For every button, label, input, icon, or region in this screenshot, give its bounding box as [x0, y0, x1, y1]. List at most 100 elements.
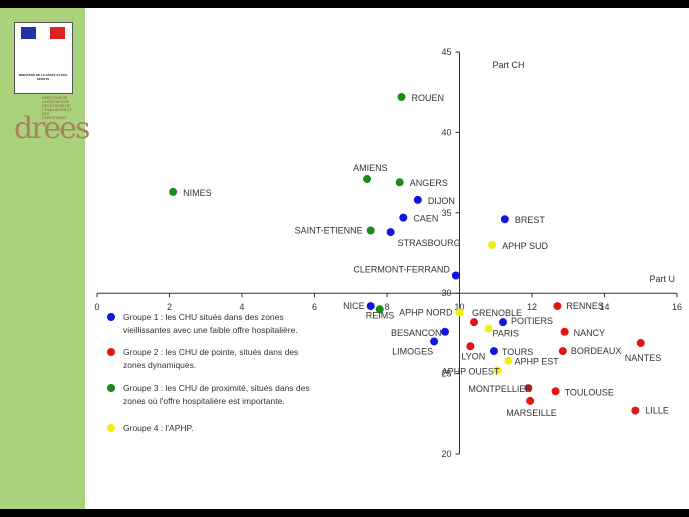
point-label: APHP OUEST [442, 366, 500, 376]
point-label: SAINT-ETIENNE [295, 225, 363, 235]
point-label: RENNES [566, 301, 604, 311]
point-saint-etienne [366, 226, 375, 235]
scatter-chart: 0 2 4 6 8 10 12 14 16 20 25 30 35 40 45 Part U Part CH R… [94, 47, 682, 459]
flag-icon [21, 27, 66, 39]
y-tick-label: 45 [441, 47, 451, 57]
x-tick-label: 6 [312, 302, 317, 312]
sidebar: MINISTÈRE DE LA SANTÉ ET DES SPORTS DIRE… [0, 8, 90, 509]
x-tick-label: 4 [239, 302, 244, 312]
point-strasbourg [386, 228, 395, 237]
point-label: APHP EST [514, 357, 559, 367]
point-brest [500, 215, 509, 224]
point-bordeaux [558, 347, 567, 356]
legend-marker-groupe3 [107, 384, 115, 392]
x-tick-label: 10 [454, 302, 464, 312]
y-tick-label: 35 [441, 208, 451, 218]
x-tick-label: 0 [94, 302, 99, 312]
point-label: CAEN [413, 214, 438, 224]
tick-labels: 0 2 4 6 8 10 12 14 16 20 25 30 35 40 45 Part U Part CH [94, 47, 682, 459]
point-label: BREST [515, 215, 546, 225]
point-rennes [553, 302, 562, 311]
point-tours [489, 347, 498, 356]
x-tick-label: 16 [672, 302, 682, 312]
point-caen [399, 213, 408, 222]
point-label: LILLE [645, 406, 669, 416]
point-label: MONTPELLIER [468, 384, 532, 394]
legend-text: Groupe 4 : l'APHP. [123, 423, 193, 433]
point-label: MARSEILLE [506, 408, 557, 418]
y-tick-label: 30 [441, 288, 451, 298]
point-label: APHP NORD [399, 307, 453, 317]
drees-logo-word: drees [14, 111, 90, 146]
x-tick-label: 2 [167, 302, 172, 312]
legend-text: Groupe 3 : les CHU de proximité, situés … [123, 383, 310, 393]
point-label: LYON [461, 351, 485, 361]
legend-marker-groupe2 [107, 348, 115, 356]
legend-text: zones où l'offre hospitalière est import… [123, 396, 285, 406]
point-label: DIJON [428, 196, 455, 206]
point-label: TOURS [502, 347, 533, 357]
drees-logo-subtitle: DIRECTION DE LA RECHERCHE DES ÉTUDES DE … [42, 96, 72, 120]
ministere-logo-text: MINISTÈRE DE LA SANTÉ ET DES SPORTS [18, 73, 68, 81]
point-label: CLERMONT-FERRAND [353, 265, 450, 275]
axes [96, 51, 678, 455]
y-tick-label: 25 [441, 369, 451, 379]
point-amiens [363, 175, 372, 184]
legend-text: vieillissantes avec une faible offre hos… [123, 325, 298, 335]
legend-marker-groupe4 [107, 424, 115, 432]
point-nantes [636, 339, 645, 348]
x-tick-label: 14 [599, 302, 609, 312]
legend: Groupe 1 : les CHU situés dans des zones… [107, 312, 310, 433]
legend-marker-groupe1 [107, 313, 115, 321]
point-dijon [413, 195, 422, 204]
point-label: LIMOGES [392, 346, 433, 356]
point-marseille [526, 396, 535, 405]
point-poitiers [499, 318, 507, 327]
y-axis-label: Part CH [493, 60, 525, 70]
point-labels: ROUEN AMIENS ANGERS NIMES SAINT-ETIENNE REIMS… [183, 93, 669, 418]
legend-text: Groupe 2 : les CHU de pointe, situés dan… [123, 347, 298, 357]
point-label: BESANCON [391, 328, 442, 338]
point-label: REIMS [366, 310, 395, 320]
point-label: PARIS [493, 329, 519, 339]
point-label: STRASBOURG [398, 238, 461, 248]
x-tick-label: 12 [527, 302, 537, 312]
point-aphp-sud [488, 240, 497, 249]
point-aphp-ouest [493, 366, 502, 375]
point-limoges [430, 337, 439, 346]
legend-text: Groupe 1 : les CHU situés dans des zones [123, 312, 284, 322]
point-clermont-ferrand [451, 271, 460, 280]
point-aphp-est [504, 356, 513, 365]
point-label: AMIENS [353, 163, 388, 173]
ministere-logo: MINISTÈRE DE LA SANTÉ ET DES SPORTS [14, 22, 73, 94]
point-montpellier [524, 384, 533, 393]
drees-logo: DIRECTION DE LA RECHERCHE DES ÉTUDES DE … [14, 94, 90, 152]
x-axis-label: Part U [649, 274, 675, 284]
point-nice [366, 302, 375, 311]
legend-text: zones dynamiques. [123, 360, 196, 370]
point-rouen [397, 93, 406, 102]
point-label: NANCY [574, 328, 606, 338]
point-label: BORDEAUX [571, 346, 622, 356]
slide: MINISTÈRE DE LA SANTÉ ET DES SPORTS DIRE… [0, 8, 689, 509]
point-paris [484, 324, 493, 333]
x-tick-label: 8 [384, 302, 389, 312]
point-label: ANGERS [410, 178, 448, 188]
point-grenoble [470, 318, 478, 327]
point-reims [375, 305, 384, 314]
point-aphp-nord [455, 308, 464, 317]
point-lille [631, 406, 640, 415]
point-label: APHP SUD [502, 241, 548, 251]
point-nimes [169, 187, 178, 196]
point-nancy [560, 327, 569, 336]
point-label: NANTES [625, 353, 662, 363]
point-angers [395, 178, 404, 187]
point-besancon [441, 327, 449, 336]
point-label: ROUEN [412, 93, 445, 103]
point-lyon [466, 342, 475, 351]
data-points [169, 93, 645, 415]
point-label: GRENOBLE [472, 308, 522, 318]
point-label: POITIERS [511, 316, 553, 326]
point-label: NIMES [183, 188, 212, 198]
point-label: NICE [343, 301, 365, 311]
